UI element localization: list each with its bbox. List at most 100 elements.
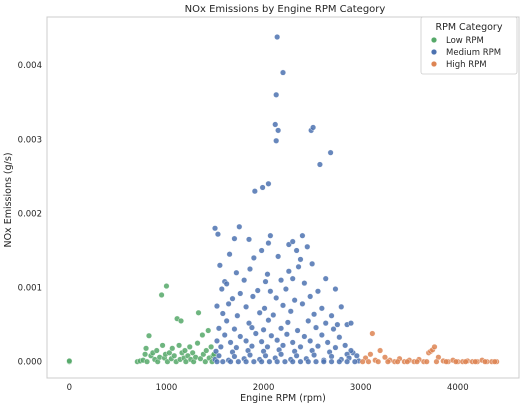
data-point-medium-rpm <box>299 232 306 239</box>
data-point-medium-rpm <box>307 293 314 300</box>
x-tick-label: 2000 <box>253 383 275 393</box>
data-point-high-rpm <box>369 330 376 337</box>
data-point-medium-rpm <box>248 343 255 350</box>
data-point-medium-rpm <box>219 358 226 365</box>
data-point-high-rpm <box>443 358 450 365</box>
data-point-medium-rpm <box>262 352 269 359</box>
data-point-medium-rpm <box>275 253 282 260</box>
data-point-medium-rpm <box>304 243 311 250</box>
legend-marker-high-rpm <box>431 61 438 68</box>
plot-frame <box>46 16 520 379</box>
data-point-high-rpm <box>404 358 411 365</box>
data-point-medium-rpm <box>246 236 253 243</box>
data-point-medium-rpm <box>237 333 244 340</box>
data-point-medium-rpm <box>289 358 296 365</box>
data-point-high-rpm <box>452 358 459 365</box>
x-ticks: 0 1000 2000 3000 4000 <box>67 383 469 393</box>
data-point-medium-rpm <box>246 352 253 359</box>
data-point-medium-rpm <box>258 358 265 365</box>
data-point-low-rpm <box>195 309 202 316</box>
data-point-medium-rpm <box>217 343 224 350</box>
data-point-medium-rpm <box>334 321 341 328</box>
data-point-high-rpm <box>384 358 391 365</box>
data-point-medium-rpm <box>278 277 285 284</box>
data-point-medium-rpm <box>299 300 306 307</box>
data-point-high-rpm <box>367 351 374 358</box>
data-point-medium-rpm <box>261 305 268 312</box>
data-point-medium-rpm <box>212 348 219 355</box>
data-point-medium-rpm <box>313 324 320 331</box>
data-point-medium-rpm <box>227 358 234 365</box>
data-point-medium-rpm <box>318 305 325 312</box>
data-point-medium-rpm <box>274 358 281 365</box>
data-point-medium-rpm <box>235 358 242 365</box>
legend-box <box>420 16 518 75</box>
data-point-medium-rpm <box>215 352 222 359</box>
data-point-medium-rpm <box>219 310 226 317</box>
data-point-medium-rpm <box>278 325 285 332</box>
x-tick-label: 3000 <box>350 383 372 393</box>
data-point-medium-rpm <box>243 303 250 310</box>
data-point-medium-rpm <box>294 327 301 334</box>
data-point-medium-rpm <box>260 326 267 333</box>
y-tick-label: 0.000 <box>18 358 42 368</box>
y-tick-label: 0.004 <box>18 61 42 71</box>
data-point-medium-rpm <box>275 127 282 134</box>
data-point-medium-rpm <box>289 275 296 282</box>
data-point-low-rpm <box>171 352 178 359</box>
y-tick-label: 0.002 <box>18 209 42 219</box>
data-point-medium-rpm <box>314 343 321 350</box>
legend: RPM Category Low RPM Medium RPM High RPM <box>420 16 518 75</box>
data-point-medium-rpm <box>347 320 354 327</box>
data-point-medium-rpm <box>248 324 255 331</box>
data-point-medium-rpm <box>281 358 288 365</box>
data-point-medium-rpm <box>280 69 287 76</box>
chart-title: NOx Emissions by Engine RPM Category <box>185 4 386 15</box>
data-point-medium-rpm <box>314 288 321 295</box>
data-point-medium-rpm <box>305 358 312 365</box>
data-point-medium-rpm <box>332 344 339 351</box>
data-point-high-rpm <box>377 347 384 354</box>
legend-label-medium-rpm: Medium RPM <box>446 48 501 58</box>
data-point-medium-rpm <box>297 343 304 350</box>
legend-label-low-rpm: Low RPM <box>446 36 484 46</box>
legend-marker-low-rpm <box>431 37 438 44</box>
data-point-medium-rpm <box>213 303 220 310</box>
data-point-medium-rpm <box>327 149 334 156</box>
y-axis-label: NOx Emissions (g/s) <box>3 152 14 247</box>
data-point-low-rpm <box>144 358 151 365</box>
data-point-low-rpm <box>145 332 152 339</box>
data-point-medium-rpm <box>344 358 351 365</box>
data-point-low-rpm <box>208 343 215 350</box>
data-point-medium-rpm <box>328 312 335 319</box>
data-point-medium-rpm <box>280 342 287 349</box>
legend-label-high-rpm: High RPM <box>446 60 487 70</box>
data-point-medium-rpm <box>264 343 271 350</box>
data-point-low-rpm <box>199 332 206 339</box>
data-point-medium-rpm <box>280 302 287 309</box>
data-point-high-rpm <box>491 358 498 365</box>
data-point-medium-rpm <box>330 326 337 333</box>
legend-marker-medium-rpm <box>431 49 438 56</box>
data-point-medium-rpm <box>282 286 289 293</box>
data-point-medium-rpm <box>311 352 318 359</box>
data-point-medium-rpm <box>254 287 261 294</box>
data-point-low-rpm <box>66 357 73 364</box>
data-point-low-rpm <box>194 340 201 347</box>
data-point-medium-rpm <box>351 358 358 365</box>
data-point-high-rpm <box>433 358 440 365</box>
data-point-medium-rpm <box>249 293 256 300</box>
data-point-medium-rpm <box>258 247 265 254</box>
y-tick-label: 0.003 <box>18 135 42 145</box>
data-point-high-rpm <box>381 354 388 361</box>
data-point-medium-rpm <box>262 278 269 285</box>
x-axis-label: Engine RPM (rpm) <box>240 393 326 404</box>
data-point-high-rpm <box>472 358 479 365</box>
data-point-low-rpm <box>181 347 188 354</box>
data-point-low-rpm <box>169 345 176 352</box>
data-point-low-rpm <box>142 351 149 358</box>
data-point-high-rpm <box>462 358 469 365</box>
data-point-medium-rpm <box>309 260 316 267</box>
data-point-high-rpm <box>482 358 489 365</box>
data-point-medium-rpm <box>246 320 253 327</box>
